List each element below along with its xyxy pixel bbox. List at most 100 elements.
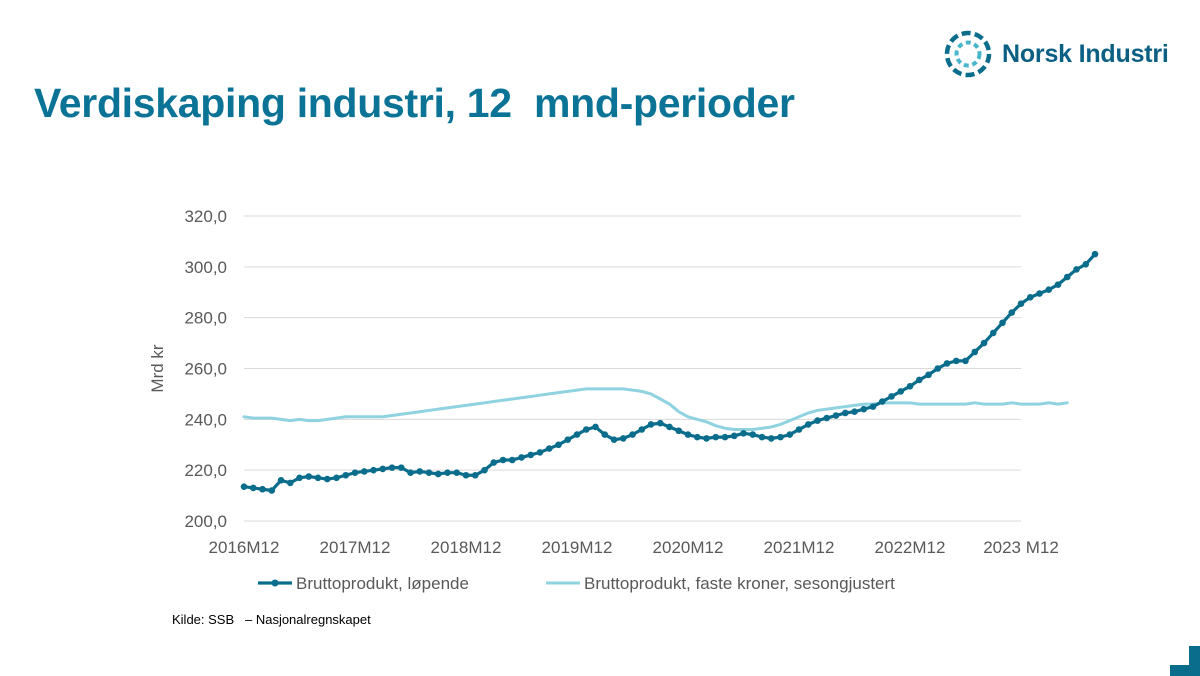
series-1-point <box>360 468 368 475</box>
series-1-point <box>1073 266 1080 273</box>
series-1-point <box>629 431 636 438</box>
series-1-point <box>730 432 738 440</box>
logo-text: Norsk Industri <box>1002 39 1169 68</box>
series-1-point <box>444 469 451 477</box>
series-1-point <box>767 435 775 442</box>
series-1-point <box>555 441 562 449</box>
norsk-industri-logo-icon <box>944 30 992 78</box>
x-tick-label: 2023 M12 <box>983 538 1059 557</box>
series-1-point <box>619 435 627 442</box>
y-tick-label: 240,0 <box>184 410 227 429</box>
series-1-point <box>925 371 932 379</box>
series-1-point <box>869 403 877 410</box>
x-tick-label: 2017M12 <box>320 538 391 557</box>
series-1-point <box>749 431 757 438</box>
series-1-point <box>471 471 479 479</box>
series-1-point <box>434 470 442 478</box>
series-1-point <box>666 423 673 431</box>
series-1-point <box>370 466 377 474</box>
series-1-point <box>814 417 821 424</box>
series-1-point <box>841 409 849 417</box>
series-1-point <box>490 459 498 466</box>
series-1-point <box>508 456 516 464</box>
series-1-point <box>638 426 646 433</box>
x-tick-label: 2018M12 <box>431 538 502 557</box>
x-tick-label: 2019M12 <box>542 538 613 557</box>
y-tick-label: 280,0 <box>184 309 227 328</box>
series-1-point <box>1026 294 1034 301</box>
series-1-point <box>915 376 923 384</box>
series-1-point <box>888 393 895 400</box>
series-1-point <box>481 466 488 474</box>
series-1-point <box>851 408 858 416</box>
series-1-point <box>296 474 303 482</box>
series-1-point <box>878 398 886 405</box>
series-1-point <box>712 433 720 441</box>
x-tick-label: 2016M12 <box>209 538 280 557</box>
series-1-point <box>980 339 988 347</box>
x-tick-label: 2020M12 <box>653 538 724 557</box>
series-1-point <box>999 319 1006 327</box>
series-line-2 <box>242 387 1069 431</box>
series-1-point <box>1091 250 1099 258</box>
series-1-point <box>795 426 803 433</box>
series-1-point <box>573 431 581 438</box>
series-1-point <box>351 469 359 477</box>
series-1-point <box>518 454 525 461</box>
series-1-point <box>259 485 266 493</box>
series-1-point <box>1054 281 1062 288</box>
series-1-point <box>860 405 868 413</box>
series-1-point <box>943 360 951 367</box>
y-tick-label: 200,0 <box>184 512 227 531</box>
y-axis-label: Mrd kr <box>148 344 167 393</box>
y-tick-label: 320,0 <box>184 207 227 226</box>
series-1-point <box>1082 260 1090 268</box>
series-1-point <box>647 421 655 428</box>
series-1-point <box>333 474 340 482</box>
series-1-point <box>740 430 747 437</box>
y-tick-label: 220,0 <box>184 461 227 480</box>
series-1-point <box>249 484 257 492</box>
series-1-point <box>952 357 960 365</box>
series-1-point <box>499 456 507 464</box>
series-1-point <box>906 382 914 390</box>
series-1-point <box>545 445 553 452</box>
series-1-point <box>601 431 609 438</box>
series-1-point <box>268 487 276 494</box>
series-1-point <box>388 464 396 471</box>
series-1-point <box>1063 273 1071 281</box>
series-1-point <box>684 431 692 438</box>
series-1-point <box>1045 286 1053 294</box>
series-1-point <box>407 469 414 477</box>
series-1-point <box>527 451 535 459</box>
x-tick-label: 2021M12 <box>764 538 835 557</box>
series-1-point <box>286 479 294 487</box>
source-note: Kilde: SSB – Nasjonalregnskapet <box>172 612 371 627</box>
series-1-point <box>823 414 831 422</box>
series-1-point <box>1008 309 1016 316</box>
series-line-1 <box>242 252 1097 493</box>
series-1-point <box>592 423 599 431</box>
slide-title: Verdiskaping industri, 12 mnd-perioder <box>34 80 795 126</box>
series-1-point <box>582 426 590 433</box>
corner-bracket-icon <box>1170 646 1200 676</box>
series-1-point <box>971 348 979 356</box>
series-1-point <box>934 365 942 372</box>
series-1-point <box>536 449 544 456</box>
series-1-point <box>240 483 248 490</box>
series-1-point <box>462 471 470 479</box>
y-tick-label: 260,0 <box>184 360 227 379</box>
legend-marker-1 <box>271 579 279 587</box>
series-1-point <box>989 329 997 337</box>
series-1-point <box>277 477 285 484</box>
brand-logo: Norsk Industri <box>944 30 1169 78</box>
series-1-point <box>675 427 683 435</box>
x-tick-label: 2022M12 <box>875 538 946 557</box>
series-1-point <box>314 474 322 482</box>
series-1-point <box>777 433 784 441</box>
series-1-point <box>721 433 729 441</box>
legend-label-1: Bruttoprodukt, løpende <box>296 574 469 593</box>
series-1-point <box>453 469 461 477</box>
series-1-point <box>758 433 766 441</box>
